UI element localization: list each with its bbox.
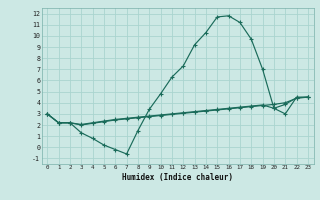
X-axis label: Humidex (Indice chaleur): Humidex (Indice chaleur) (122, 173, 233, 182)
